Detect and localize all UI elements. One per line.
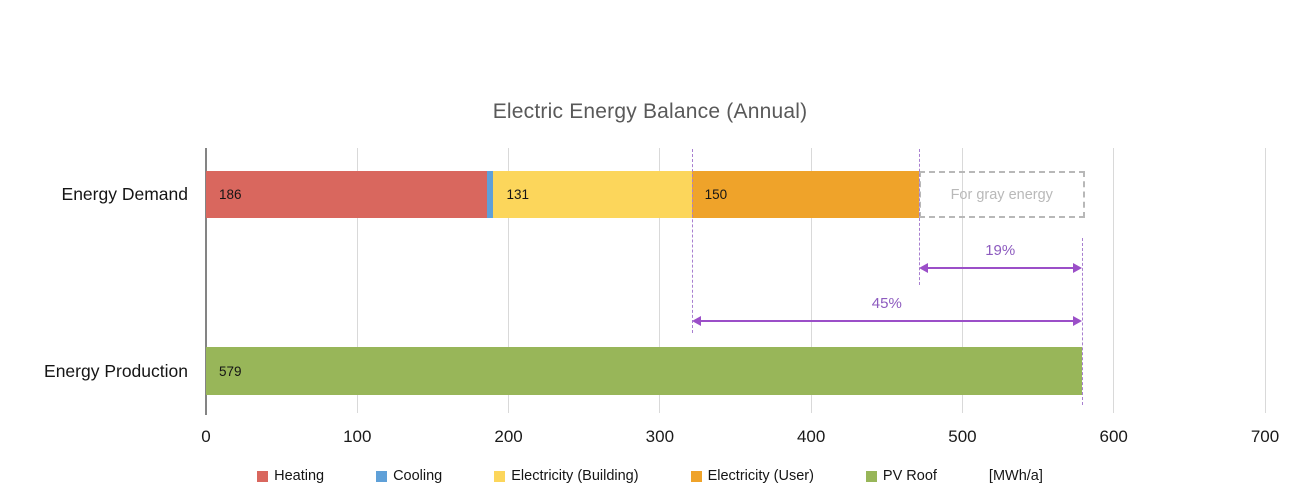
bar-segment-electricity-user: 150: [691, 171, 919, 218]
gridline-500: [961, 148, 963, 413]
legend-label: Electricity (Building): [511, 468, 639, 484]
legend-swatch-icon: [376, 470, 388, 482]
x-tick-label-200: 200: [494, 427, 523, 446]
arrowhead-left-icon: [691, 316, 701, 326]
legend-swatch-icon: [494, 470, 506, 482]
legend-item-heating: Heating: [257, 468, 324, 484]
gridline-200: [508, 148, 510, 413]
annotation-dotted-line-2: [918, 149, 920, 285]
gridline-300: [659, 148, 661, 413]
category-label-energy-production: Energy Production: [44, 361, 188, 381]
bar-segment-heating: 186: [206, 171, 488, 218]
arrowhead-right-icon: [1072, 316, 1082, 326]
legend-swatch-icon: [865, 470, 877, 482]
legend-item-electricity-building: Electricity (Building): [494, 468, 639, 484]
arrow-line: [697, 320, 1076, 322]
bar-segment-electricity-building: 131: [493, 171, 692, 218]
gray-energy-box: For gray energy: [918, 171, 1085, 218]
percent-arrow-label-45: 45%: [871, 295, 902, 312]
legend-item-cooling: Cooling: [376, 468, 442, 484]
category-label-energy-demand: Energy Demand: [61, 184, 188, 204]
legend-label: Electricity (User): [707, 468, 814, 484]
x-tick-label-400: 400: [796, 427, 826, 446]
x-tick-label-500: 500: [948, 427, 977, 446]
annotation-dotted-line-1: [691, 149, 693, 333]
gridline-400: [810, 148, 812, 413]
arrowhead-right-icon: [1072, 263, 1082, 273]
legend: Heating Cooling Electricity (Building) Elec…: [0, 468, 1300, 484]
x-tick-label-300: 300: [645, 427, 675, 446]
legend-label: Cooling: [393, 468, 443, 484]
y-axis-line: [205, 148, 207, 415]
percent-arrow-19: [918, 262, 1082, 274]
legend-label: PV Roof: [882, 468, 937, 484]
axis-unit-label: [MWh/a]: [988, 468, 1043, 484]
chart-title: Electric Energy Balance (Annual): [492, 100, 808, 123]
gridline-600: [1113, 148, 1115, 413]
legend-item-electricity-user: Electricity (User): [690, 468, 814, 484]
x-tick-label-100: 100: [343, 427, 372, 446]
legend-label: Heating: [274, 468, 325, 484]
gridline-100: [356, 148, 358, 413]
legend-swatch-icon: [690, 470, 702, 482]
x-tick-label-600: 600: [1099, 427, 1128, 446]
arrowhead-left-icon: [918, 263, 928, 273]
legend-swatch-icon: [257, 470, 269, 482]
percent-arrow-45: [691, 315, 1082, 327]
legend-item-pv-roof: PV Roof: [865, 468, 937, 484]
x-tick-label-700: 700: [1250, 427, 1280, 446]
x-tick-label-0: 0: [201, 427, 211, 446]
arrow-line: [924, 267, 1076, 269]
bar-segment-pv-roof: 579: [206, 347, 1082, 395]
gridline-700: [1264, 148, 1266, 413]
percent-arrow-label-19: 19%: [985, 242, 1016, 259]
annotation-dotted-line-3: [1081, 238, 1083, 405]
